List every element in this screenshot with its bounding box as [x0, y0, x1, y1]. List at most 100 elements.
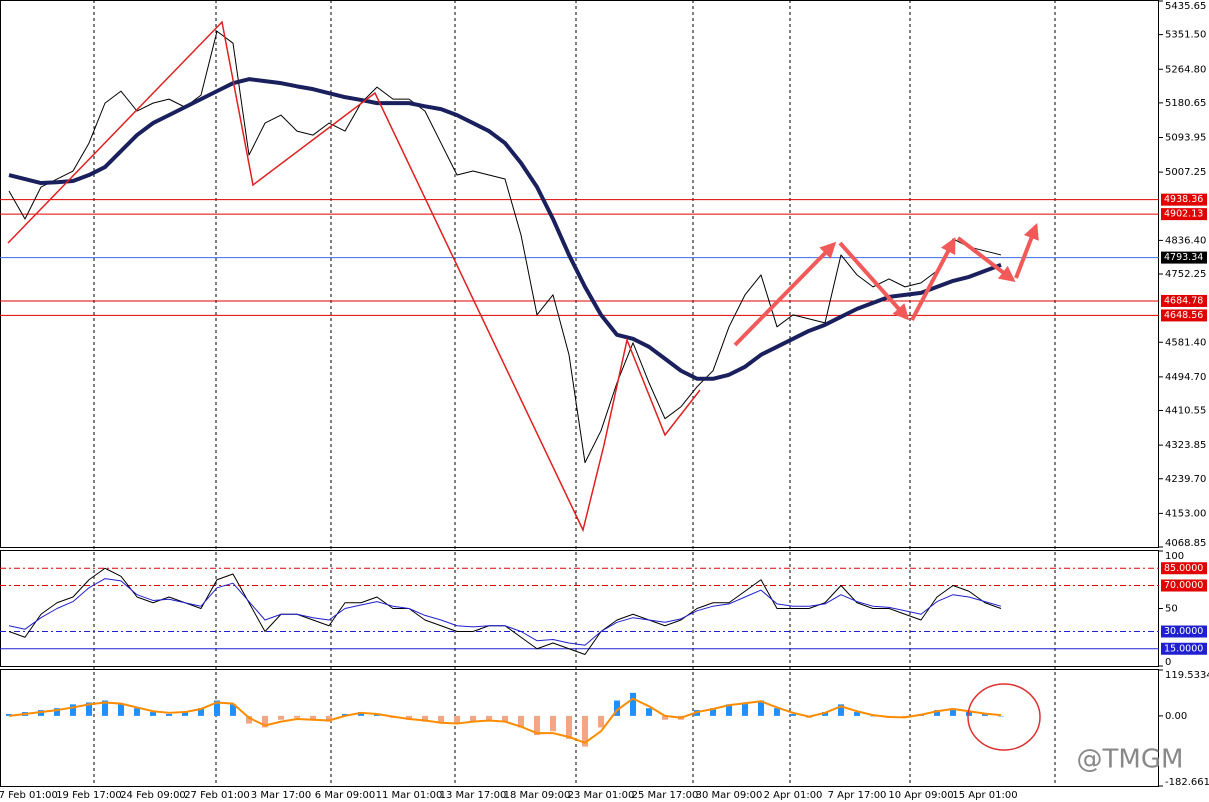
level-label-box	[1161, 579, 1207, 592]
histogram-bar	[726, 704, 732, 716]
y-tick-label: 4239.70	[1165, 474, 1206, 485]
panel-frames	[0, 0, 1159, 787]
level-label: 85.0000	[1164, 563, 1203, 574]
y-tick-label: 4494.70	[1165, 372, 1206, 383]
level-label-box	[1161, 625, 1207, 638]
y-tick-label: 4410.55	[1165, 406, 1206, 417]
y-tick-label: 4323.85	[1165, 440, 1206, 451]
level-label: 4902.13	[1164, 209, 1203, 220]
histogram-bar	[326, 715, 332, 722]
level-label: 4938.36	[1164, 194, 1203, 205]
y-tick-label: 5093.95	[1165, 133, 1206, 144]
histogram-bar	[54, 708, 60, 716]
histogram-bar	[422, 715, 428, 722]
histogram-bar	[870, 715, 876, 717]
x-tick-label: 3 Mar 17:00	[251, 790, 311, 801]
histogram-bar	[662, 715, 668, 720]
y-tick-label: 100	[1165, 551, 1184, 562]
level-label-box	[1161, 294, 1207, 307]
histogram-bar	[246, 715, 252, 724]
x-tick-label: 2 Apr 01:00	[764, 790, 823, 801]
y-tick-label: 5007.25	[1165, 167, 1206, 178]
histogram-bar	[454, 715, 460, 724]
histogram-bar	[438, 715, 444, 724]
histogram-bar	[630, 692, 636, 716]
histogram-bar	[550, 715, 556, 732]
histogram-bar	[822, 712, 828, 716]
histogram-bar	[998, 715, 1004, 717]
histogram-bar	[934, 710, 940, 716]
histogram-bar	[102, 700, 108, 716]
histogram-bar	[70, 704, 76, 716]
x-tick-label: 27 Feb 01:00	[184, 790, 250, 801]
histogram-bar	[502, 715, 508, 722]
histogram-bar	[118, 704, 124, 716]
level-label: 70.0000	[1164, 580, 1203, 591]
histogram-bar	[486, 715, 492, 720]
level-label-box	[1161, 309, 1207, 322]
histogram-bar	[166, 713, 172, 716]
x-tick-label: 7 Apr 17:00	[828, 790, 887, 801]
histogram-bar	[710, 708, 716, 716]
time-grid	[93, 0, 1056, 786]
histogram-bar	[646, 708, 652, 716]
histogram-bar	[358, 712, 364, 716]
series-line	[8, 697, 1002, 744]
y-tick-label: 119.5334	[1165, 670, 1209, 681]
y-tick-label: 4068.85	[1165, 538, 1206, 549]
histogram-bar	[278, 715, 284, 720]
histogram-bar	[742, 702, 748, 716]
histogram-bar	[790, 713, 796, 716]
y-tick-label: 5264.80	[1165, 64, 1206, 75]
histogram-bar	[838, 704, 844, 716]
histogram-bar	[534, 715, 540, 736]
y-tick-label: 0	[1165, 657, 1171, 668]
series-line	[8, 30, 1002, 464]
y-tick-label: 50	[1165, 604, 1178, 615]
x-tick-label: 13 Mar 17:00	[440, 790, 507, 801]
level-label: 15.0000	[1164, 643, 1203, 654]
y-tick-label: 5435.65	[1165, 1, 1206, 12]
histogram-bar	[150, 712, 156, 716]
histogram-bar	[758, 700, 764, 716]
level-label-box	[1161, 562, 1207, 575]
histogram-bar	[86, 702, 92, 716]
histogram-bar	[262, 715, 268, 728]
histogram-bar	[582, 715, 588, 747]
level-label: 30.0000	[1164, 626, 1203, 637]
x-tick-label: 18 Mar 09:00	[504, 790, 571, 801]
y-tick-label: 4836.40	[1165, 235, 1206, 246]
histogram-bar	[982, 713, 988, 716]
x-tick-label: 11 Mar 01:00	[376, 790, 443, 801]
y-tick-label: 4581.40	[1165, 337, 1206, 348]
histogram-bar	[518, 715, 524, 728]
level-label-box	[1161, 208, 1207, 221]
y-tick-label: 4752.25	[1165, 269, 1206, 280]
x-tick-label: 6 Mar 09:00	[315, 790, 375, 801]
histogram-bar	[294, 715, 300, 718]
histogram-bar	[566, 715, 572, 739]
x-tick-label: 24 Feb 09:00	[120, 790, 186, 801]
level-label-box	[1161, 642, 1207, 655]
histogram-bar	[854, 712, 860, 716]
x-tick-label: 30 Mar 09:00	[696, 790, 763, 801]
level-label-box	[1161, 193, 1207, 206]
y-tick-label: 5180.65	[1165, 98, 1206, 109]
y-tick-label: 5351.50	[1165, 30, 1206, 41]
level-label: 4648.56	[1164, 310, 1203, 321]
histogram-bar	[310, 715, 316, 720]
x-tick-label: 25 Mar 17:00	[632, 790, 699, 801]
series-line	[8, 77, 1002, 381]
x-tick-label: 19 Feb 17:00	[56, 790, 122, 801]
y-tick-label: 0.00	[1165, 711, 1187, 722]
watermark: @TMGM	[1077, 745, 1184, 775]
histogram-bar	[470, 715, 476, 722]
histogram-bar	[614, 700, 620, 716]
histogram-bar	[966, 712, 972, 716]
y-tick-label: 4153.00	[1165, 508, 1206, 519]
level-label: 4793.34	[1164, 252, 1203, 263]
histogram-bar	[406, 715, 412, 720]
histogram-bar	[774, 708, 780, 716]
x-tick-label: 15 Apr 01:00	[952, 790, 1017, 801]
